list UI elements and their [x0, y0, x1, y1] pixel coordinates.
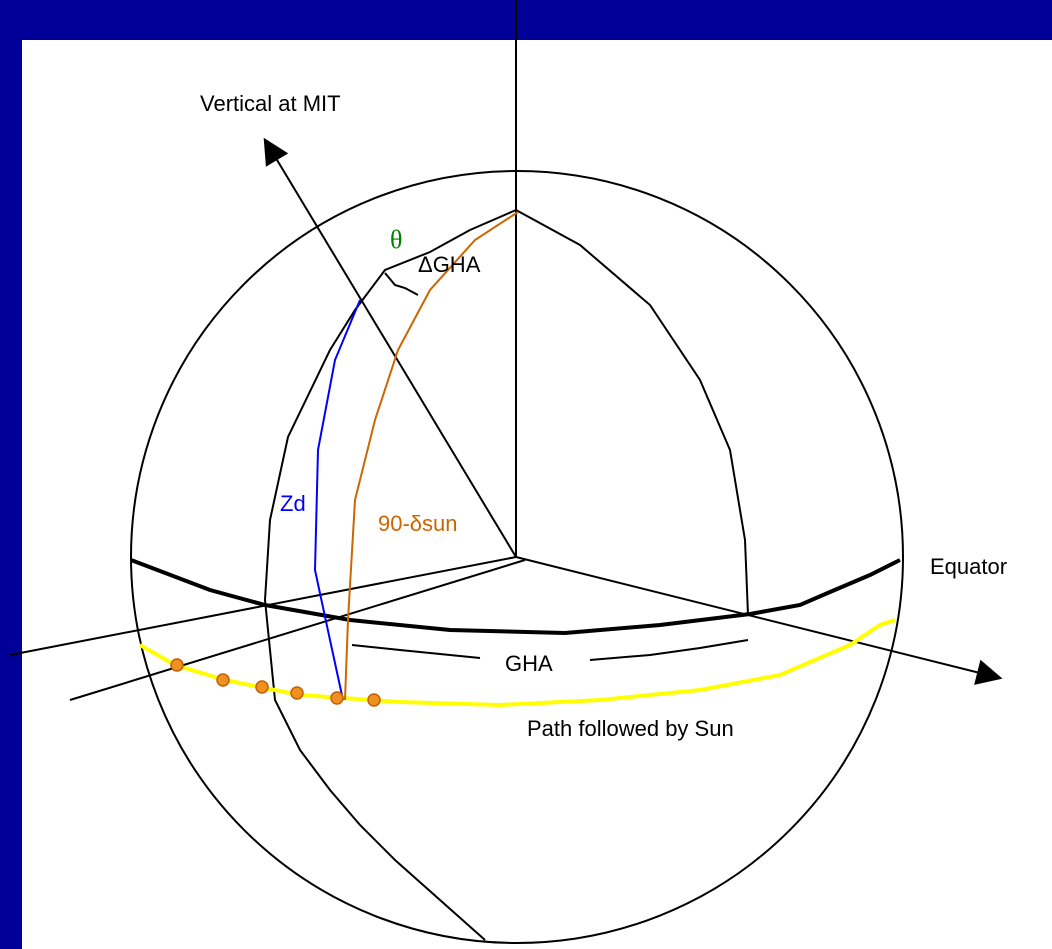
gha-label: GHA — [505, 651, 553, 676]
sun-dot — [330, 691, 344, 705]
equator — [130, 558, 901, 636]
sun-positions — [170, 658, 381, 707]
sun-dot — [367, 693, 381, 707]
sun-dot — [290, 686, 304, 700]
sun-dot — [255, 680, 269, 694]
gha-axis — [515, 556, 1003, 685]
sun-path-label: Path followed by Sun — [527, 716, 734, 741]
delta-gha-label: ΔGHA — [418, 252, 481, 277]
theta-label: θ — [390, 225, 402, 254]
sun-dot — [216, 673, 230, 687]
gha-bracket-right — [589, 639, 749, 661]
axis-left-2 — [69, 559, 526, 701]
canvas — [22, 40, 1052, 949]
vertical-axis — [263, 137, 517, 558]
zd-arc — [313, 299, 361, 701]
sun-dot — [170, 658, 184, 672]
colatitude-arc — [344, 211, 519, 701]
equator-label: Equator — [930, 554, 1007, 579]
meridian-left — [263, 209, 517, 941]
sun-path — [139, 618, 896, 708]
vertical-label: Vertical at MIT — [200, 91, 341, 116]
angle-arc — [384, 272, 419, 296]
meridian-right — [515, 209, 749, 616]
gha-bracket-left — [351, 644, 481, 659]
colatitude-label: 90-δsun — [378, 511, 458, 536]
zd-label: Zd — [280, 491, 306, 516]
